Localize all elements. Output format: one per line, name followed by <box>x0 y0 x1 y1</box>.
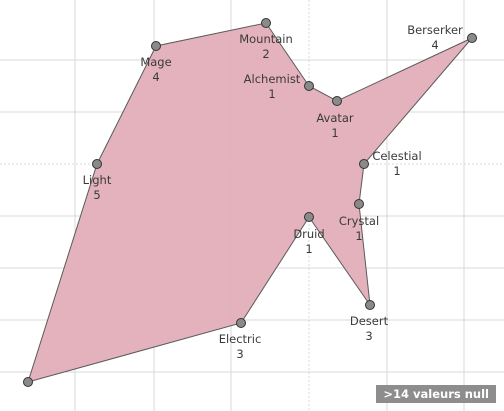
point-value: 1 <box>305 242 312 256</box>
point-label: Mage <box>140 55 171 69</box>
data-point[interactable] <box>467 33 477 43</box>
points-layer: Mountain2Alchemist1Avatar1Berserker4Cele… <box>23 18 477 387</box>
point-label: Crystal <box>339 214 379 228</box>
point-value: 4 <box>431 38 438 52</box>
point-value: 4 <box>152 70 159 84</box>
data-point[interactable] <box>365 300 375 310</box>
point-label: Alchemist <box>244 72 301 86</box>
point-label: Berserker <box>407 23 463 37</box>
point-label: Electric <box>219 332 262 346</box>
data-point[interactable] <box>304 81 314 91</box>
point-label: Druid <box>293 227 324 241</box>
point-value: 2 <box>262 47 269 61</box>
data-point[interactable] <box>261 18 271 28</box>
data-point[interactable] <box>92 159 102 169</box>
data-point[interactable] <box>151 41 161 51</box>
point-value: 3 <box>236 347 243 361</box>
data-point[interactable] <box>354 199 364 209</box>
null-values-indicator[interactable]: >14 valeurs null <box>376 385 496 403</box>
point-value: 5 <box>93 188 100 202</box>
point-value: 1 <box>393 164 400 178</box>
data-point[interactable] <box>236 318 246 328</box>
point-label: Celestial <box>372 149 421 163</box>
data-point[interactable] <box>359 159 369 169</box>
point-value: 1 <box>268 87 275 101</box>
point-value: 1 <box>355 229 362 243</box>
data-point[interactable] <box>304 212 314 222</box>
point-value: 1 <box>331 126 338 140</box>
point-label: Light <box>83 173 112 187</box>
data-point[interactable] <box>23 377 33 387</box>
data-point[interactable] <box>332 96 342 106</box>
point-label: Mountain <box>239 32 293 46</box>
point-label: Avatar <box>316 111 354 125</box>
point-value: 3 <box>365 329 372 343</box>
point-label: Desert <box>350 314 389 328</box>
